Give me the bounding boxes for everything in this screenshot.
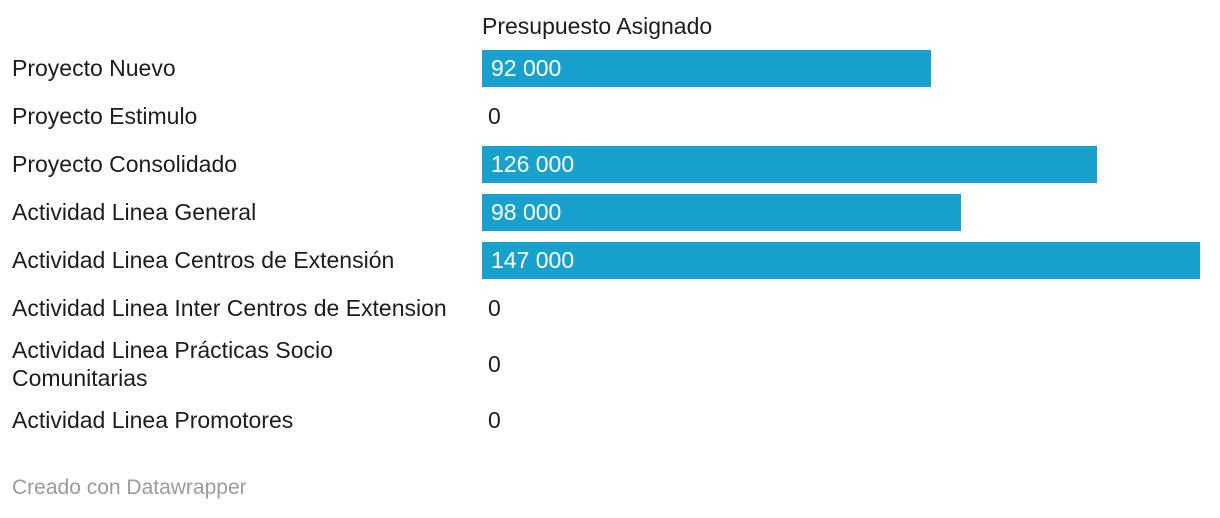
bar: 0 [482,402,1200,439]
chart-row: Proyecto Nuevo 92 000 [0,44,1220,92]
chart-row: Proyecto Consolidado 126 000 [0,140,1220,188]
bar-value-label: 0 [488,102,501,129]
chart-row: Proyecto Estimulo 0 [0,92,1220,140]
bar: 0 [482,346,1200,383]
bar: 126 000 [482,145,1098,183]
bar-value-label: 0 [488,294,501,321]
chart-row: Actividad Linea Prácticas Socio Comunita… [0,332,1220,396]
bar: 147 000 [482,241,1200,279]
chart-row: Actividad Linea Centros de Extensión 147… [0,236,1220,284]
row-label: Actividad Linea Promotores [12,407,294,433]
value-column-header: Presupuesto Asignado [482,12,713,39]
row-label: Actividad Linea Prácticas Socio Comunita… [12,337,333,391]
row-label: Actividad Linea Inter Centros de Extensi… [12,295,447,321]
bar: 0 [482,290,1200,327]
chart-row: Actividad Linea General 98 000 [0,188,1220,236]
bar-value-label: 0 [488,406,501,433]
datawrapper-credit-link[interactable]: Creado con Datawrapper [12,476,247,499]
chart-footer: Creado con Datawrapper [0,476,1220,500]
bar: 98 000 [482,193,961,231]
row-label: Actividad Linea General [12,199,257,225]
row-label: Proyecto Nuevo [12,55,176,81]
bar-value-label: 98 000 [491,198,562,225]
chart-row: Actividad Linea Inter Centros de Extensi… [0,284,1220,332]
bar: 0 [482,98,1200,135]
chart-row: Actividad Linea Promotores 0 [0,396,1220,444]
bar-value-label: 0 [488,350,501,377]
row-label: Proyecto Consolidado [12,151,238,177]
bar-value-label: 92 000 [491,54,562,81]
bar-value-label: 147 000 [491,246,575,273]
row-label: Actividad Linea Centros de Extensión [12,247,395,273]
bar: 92 000 [482,49,932,87]
bar-value-label: 126 000 [491,150,575,177]
row-label: Proyecto Estimulo [12,103,198,129]
header-row: Presupuesto Asignado [0,8,1220,44]
